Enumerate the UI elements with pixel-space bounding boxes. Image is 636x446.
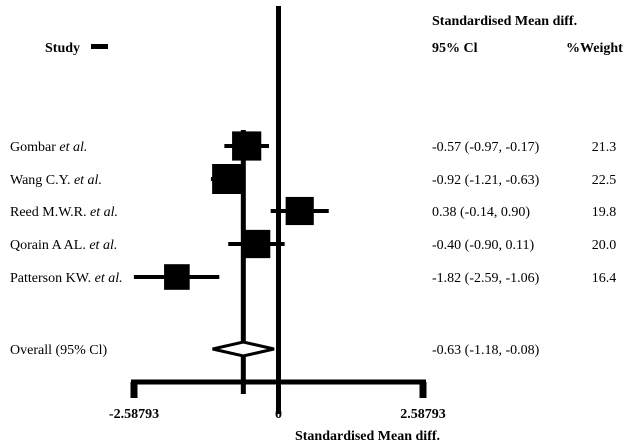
study-label-name: Gombar: [10, 140, 59, 155]
study-header: Study: [45, 41, 80, 56]
study-label-etal: et al.: [95, 271, 123, 286]
overall-label: Overall (95% Cl): [10, 343, 108, 358]
study-weight: 21.3: [592, 140, 617, 155]
study-label-name: Wang C.Y.: [10, 173, 74, 188]
weight-header: %Weight: [566, 41, 623, 56]
study-ci-text: -1.82 (-2.59, -1.06): [432, 271, 540, 286]
overall-diamond: [212, 340, 275, 358]
study-weight: 20.0: [592, 238, 617, 253]
effect-header: Standardised Mean diff.: [432, 14, 577, 29]
study-label: Gombar et al.: [10, 140, 87, 155]
x-tick-mark: [419, 382, 427, 398]
x-tick-label: -2.58793: [109, 407, 159, 422]
study-label: Reed M.W.R. et al.: [10, 205, 118, 220]
x-axis-title: Standardised Mean diff.: [295, 429, 440, 444]
study-label-name: Reed M.W.R.: [10, 205, 90, 220]
study-label: Qorain A AL. et al.: [10, 238, 117, 253]
study-point: [164, 264, 190, 290]
study-point: [212, 164, 243, 194]
study-weight: 22.5: [592, 173, 617, 188]
study-point: [285, 196, 314, 226]
ci-header: 95% Cl: [432, 41, 478, 56]
study-point: [232, 131, 262, 161]
study-point: [242, 229, 271, 259]
x-tick-mark: [130, 382, 138, 398]
study-ci-text: -0.57 (-0.97, -0.17): [432, 140, 540, 155]
study-label: Patterson KW. et al.: [10, 271, 123, 286]
study-label-name: Qorain A AL.: [10, 238, 89, 253]
study-header-marker: [91, 44, 108, 49]
study-label: Wang C.Y. et al.: [10, 173, 102, 188]
study-weight: 16.4: [592, 271, 617, 286]
study-ci-text: -0.92 (-1.21, -0.63): [432, 173, 540, 188]
x-tick-label: 0: [275, 407, 282, 422]
study-label-etal: et al.: [90, 205, 118, 220]
study-ci-text: 0.38 (-0.14, 0.90): [432, 205, 530, 220]
study-label-etal: et al.: [89, 238, 117, 253]
x-tick-label: 2.58793: [400, 407, 446, 422]
study-label-etal: et al.: [59, 140, 87, 155]
study-ci-text: -0.40 (-0.90, 0.11): [432, 238, 534, 253]
study-label-name: Patterson KW.: [10, 271, 95, 286]
study-label-etal: et al.: [74, 173, 102, 188]
overall-ci-text: -0.63 (-1.18, -0.08): [432, 343, 540, 358]
study-weight: 19.8: [592, 205, 617, 220]
